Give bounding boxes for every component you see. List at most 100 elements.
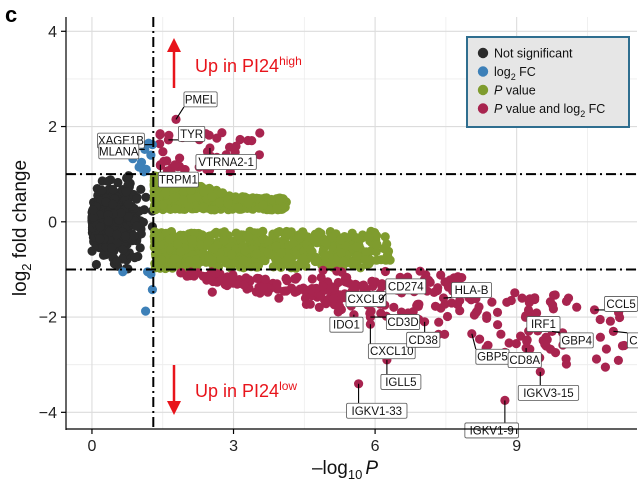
- data-point: [283, 252, 293, 263]
- data-point: [141, 306, 151, 316]
- data-point: [517, 293, 527, 303]
- data-point: [120, 231, 131, 241]
- data-point: [176, 268, 187, 278]
- data-point: [216, 188, 226, 198]
- gene-label-cxcl10: CXCL10: [367, 324, 416, 360]
- data-point: [522, 336, 532, 346]
- data-point: [327, 232, 337, 242]
- annotation-main: Up in PI24: [195, 381, 279, 401]
- data-point: [443, 282, 454, 292]
- data-point: [204, 253, 214, 263]
- data-point: [376, 308, 386, 318]
- data-point: [178, 187, 189, 197]
- data-point: [506, 295, 516, 306]
- data-point: [136, 184, 146, 194]
- data-point: [286, 283, 297, 293]
- y-axis-title: log2 fold change: [10, 160, 34, 296]
- gene-label-igkv1-33: IGKV1-33: [346, 383, 408, 419]
- data-point: [361, 247, 371, 257]
- data-point: [184, 201, 194, 211]
- data-point: [272, 204, 282, 214]
- gene-label-box: [346, 402, 408, 419]
- data-point: [160, 188, 170, 198]
- data-point: [276, 248, 286, 258]
- annotation-text: Up in PI24low: [195, 379, 297, 401]
- data-point: [385, 255, 395, 265]
- panel-letter: c: [5, 2, 17, 27]
- data-point: [521, 343, 531, 353]
- data-point: [372, 240, 382, 250]
- axes: −4 −2 0 2 4 0 3 6 9: [39, 17, 637, 455]
- legend-entry: P value and log2 FC: [477, 102, 605, 119]
- data-point: [265, 205, 275, 215]
- data-point: [310, 256, 320, 267]
- data-point: [235, 134, 245, 145]
- data-point: [279, 286, 289, 296]
- data-point: [173, 239, 183, 249]
- data-point: [318, 281, 328, 291]
- data-point: [305, 245, 316, 255]
- data-point: [243, 232, 254, 242]
- data-point: [336, 235, 346, 245]
- data-point: [214, 198, 225, 208]
- data-point: [124, 171, 134, 181]
- data-point: [258, 200, 268, 210]
- data-point: [472, 306, 482, 316]
- data-point: [216, 254, 226, 264]
- legend-label: P value: [494, 84, 536, 98]
- legend-label-part: value and log: [502, 102, 580, 116]
- data-point: [535, 367, 545, 377]
- data-point: [271, 241, 281, 251]
- legend-label-part: log: [494, 65, 511, 79]
- data-point: [442, 311, 453, 322]
- data-point: [549, 290, 559, 300]
- gene-label-box: [526, 316, 561, 332]
- data-point: [307, 274, 317, 284]
- annotation-sup: high: [279, 54, 302, 68]
- gene-label-irf1: IRF1: [526, 316, 561, 332]
- gene-label-mlana: MLANA: [98, 143, 145, 160]
- gene-label-text: IDO1: [333, 320, 360, 332]
- data-point: [228, 270, 238, 280]
- data-point: [351, 242, 361, 252]
- gene-label-box: [507, 352, 542, 368]
- data-point: [196, 240, 206, 250]
- data-point: [371, 247, 381, 257]
- annotation-sup: low: [279, 379, 297, 393]
- data-point: [209, 243, 219, 254]
- data-point: [175, 153, 185, 163]
- data-point: [112, 229, 122, 240]
- data-point: [240, 245, 250, 256]
- gene-label-ccl5: CCL5: [594, 296, 638, 312]
- data-point: [530, 293, 540, 303]
- data-point: [321, 299, 331, 309]
- y-tick-label: −4: [39, 405, 57, 422]
- gene-label-text: CD8A: [509, 355, 540, 367]
- data-point: [116, 208, 126, 218]
- gene-label-text: GBP4: [561, 335, 592, 347]
- gene-label-box: [464, 422, 519, 439]
- data-point: [258, 282, 268, 292]
- data-point: [131, 221, 142, 231]
- gene-labels: PMELXAGE1BTYRMLANATRPM1VTRNA2-1CXCL9CD27…: [97, 91, 638, 439]
- data-point: [487, 297, 497, 307]
- data-point: [123, 212, 133, 222]
- data-point: [360, 255, 370, 265]
- gene-label-text: CD3D: [387, 317, 418, 329]
- legend-label-part: P: [494, 102, 503, 116]
- data-point: [113, 177, 123, 188]
- data-point: [316, 272, 326, 283]
- data-point: [251, 287, 261, 297]
- gene-label-box: [406, 331, 441, 348]
- data-point: [118, 245, 128, 255]
- data-point: [219, 235, 229, 246]
- data-point: [595, 332, 606, 342]
- gene-label-box: [329, 316, 364, 333]
- data-point: [295, 230, 305, 240]
- x-tick-label: 0: [88, 438, 97, 455]
- gene-label-box: [385, 278, 427, 295]
- data-point: [251, 249, 261, 259]
- data-point: [121, 187, 131, 197]
- y-tick-label: 0: [48, 214, 57, 231]
